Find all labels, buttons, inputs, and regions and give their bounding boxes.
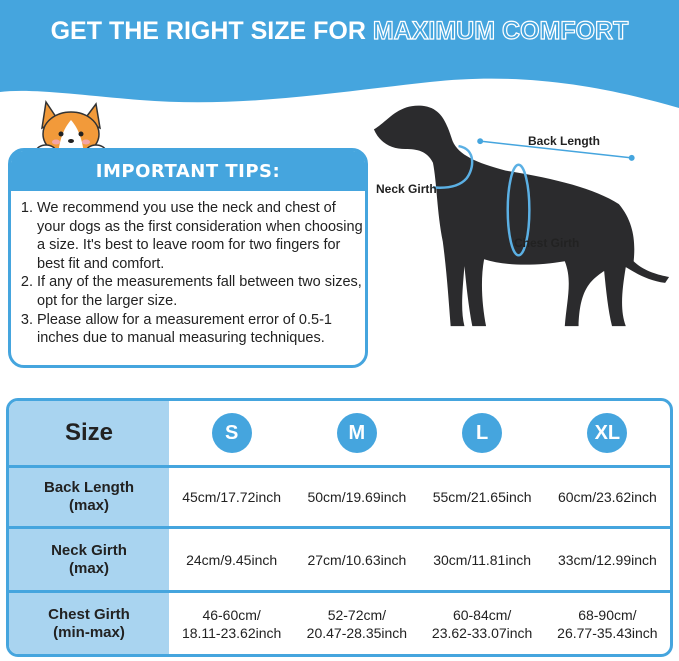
table-cell: 30cm/11.81inch [419,529,545,593]
size-badge: S [211,413,252,453]
table-cell: 46-60cm/18.11-23.62inch [181,606,282,641]
size-m-cell: M [294,401,420,468]
page-title: GET THE RIGHT SIZE FOR MAXIMUM COMFORT [10,16,669,46]
title-part-1: GET THE RIGHT SIZE FOR [50,17,366,45]
chest-girth-label: Chest Girth [514,236,580,250]
back-length-label: Back Length [528,134,601,148]
size-s-cell: S [169,401,295,468]
tips-heading: IMPORTANT TIPS: [11,151,365,191]
header-banner [0,0,679,108]
table-cell: 55cm/21.65inch [419,468,545,529]
row-label-back-length: Back Length (max) [9,468,169,529]
size-chart-table: Size S M L XL Back Length (max) 45cm/17.7… [6,398,673,657]
neck-girth-label: Neck Girth [376,182,437,196]
dog-measurement-diagram [373,105,670,327]
size-xl-cell: XL [544,401,670,468]
size-badge: M [336,413,377,453]
tip-item: We recommend you use the neck and chest … [37,199,365,273]
tip-item: If any of the measurements fall between … [37,273,365,310]
table-cell: 24cm/9.45inch [169,529,295,593]
table-cell: 60-84cm/23.62-33.07inch [431,606,533,641]
important-tips-panel: IMPORTANT TIPS: We recommend you use the… [8,148,368,368]
table-cell: 52-72cm/20.47-28.35inch [306,606,408,641]
table-cell: 45cm/17.72inch [169,468,295,529]
row-label-chest-girth: Chest Girth (min-max) [9,593,169,654]
table-cell: 60cm/23.62inch [544,468,670,529]
tips-list: We recommend you use the neck and chest … [19,199,365,348]
table-cell: 33cm/12.99inch [544,529,670,593]
size-badge: XL [587,413,628,453]
table-cell: 27cm/10.63inch [294,529,420,593]
title-highlight: MAXIMUM COMFORT [372,16,629,45]
tip-item: Please allow for a measurement error of … [37,311,365,348]
row-label-neck-girth: Neck Girth (max) [9,529,169,593]
size-l-cell: L [419,401,545,468]
table-cell: 68-90cm/26.77-35.43inch [557,606,658,641]
size-badge: L [462,413,503,453]
table-cell: 50cm/19.69inch [294,468,420,529]
size-header: Size [9,401,169,468]
